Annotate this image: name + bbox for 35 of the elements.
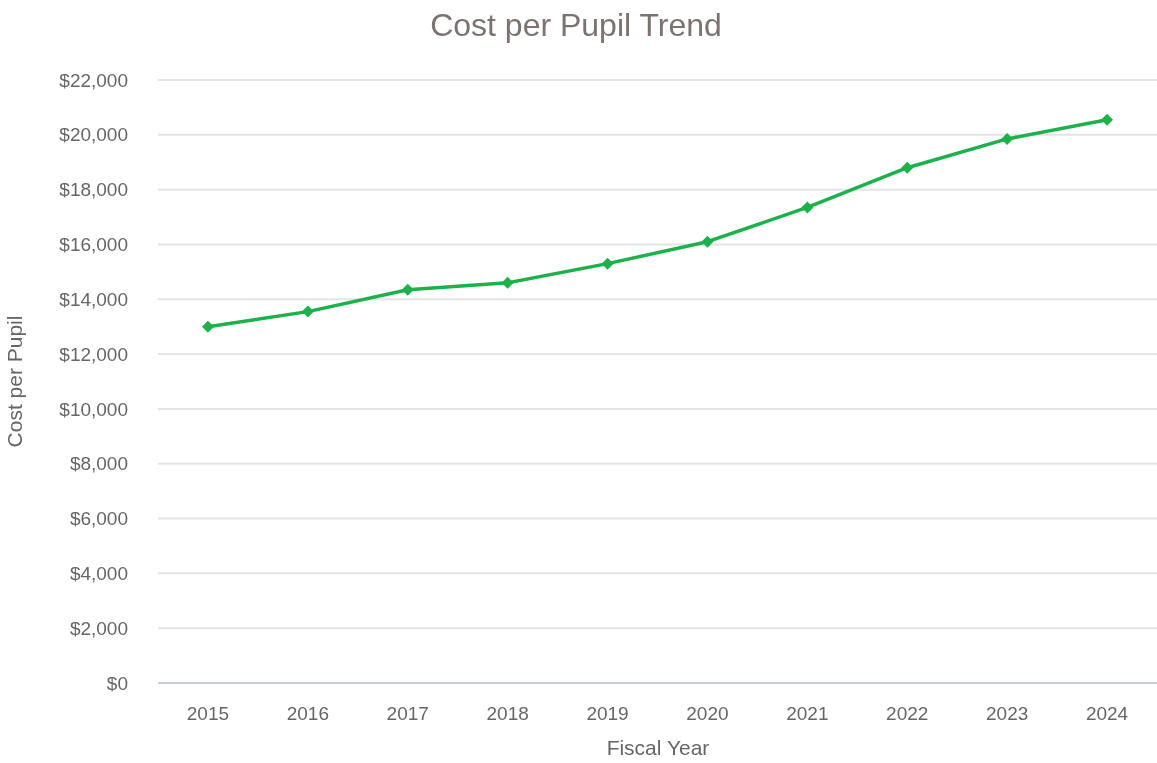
point — [201, 320, 214, 333]
x-tick-label: 2016 — [286, 703, 329, 724]
y-tick-label: $20,000 — [59, 124, 128, 146]
x-tick-label: 2022 — [886, 703, 929, 724]
y-tick-label: $16,000 — [59, 234, 128, 256]
y-tick-label: $2,000 — [69, 617, 128, 639]
y-tick-label: $6,000 — [69, 508, 128, 530]
x-tick-label: 2015 — [186, 703, 230, 724]
y-tick-label: $12,000 — [59, 343, 128, 365]
y-tick-label: $18,000 — [59, 179, 128, 201]
x-tick-label: 2024 — [1085, 703, 1129, 724]
y-tick-label: $8,000 — [69, 453, 128, 475]
point — [801, 201, 814, 214]
point — [401, 283, 414, 296]
y-tick-label: $0 — [106, 672, 128, 694]
y-tick-label: $4,000 — [69, 563, 128, 585]
point — [501, 276, 514, 289]
point — [301, 305, 314, 318]
x-tick-label: 2018 — [486, 703, 529, 724]
x-tick-label: 2020 — [686, 703, 729, 724]
point — [901, 161, 914, 174]
x-tick-label: 2021 — [786, 703, 829, 724]
y-tick-label: $10,000 — [59, 398, 128, 420]
point — [601, 257, 614, 270]
y-axis-title: Cost per Pupil — [3, 315, 26, 448]
point — [1101, 113, 1114, 126]
point — [1001, 132, 1014, 145]
x-axis-title: Fiscal Year — [606, 736, 710, 759]
x-tick-label: 2017 — [386, 703, 429, 724]
y-tick-label: $22,000 — [59, 69, 128, 91]
chart-title: Cost per Pupil Trend — [430, 7, 722, 43]
point — [701, 235, 714, 248]
x-tick-label: 2019 — [586, 703, 629, 724]
x-tick-label: 2023 — [986, 703, 1029, 724]
y-tick-label: $14,000 — [59, 288, 128, 310]
